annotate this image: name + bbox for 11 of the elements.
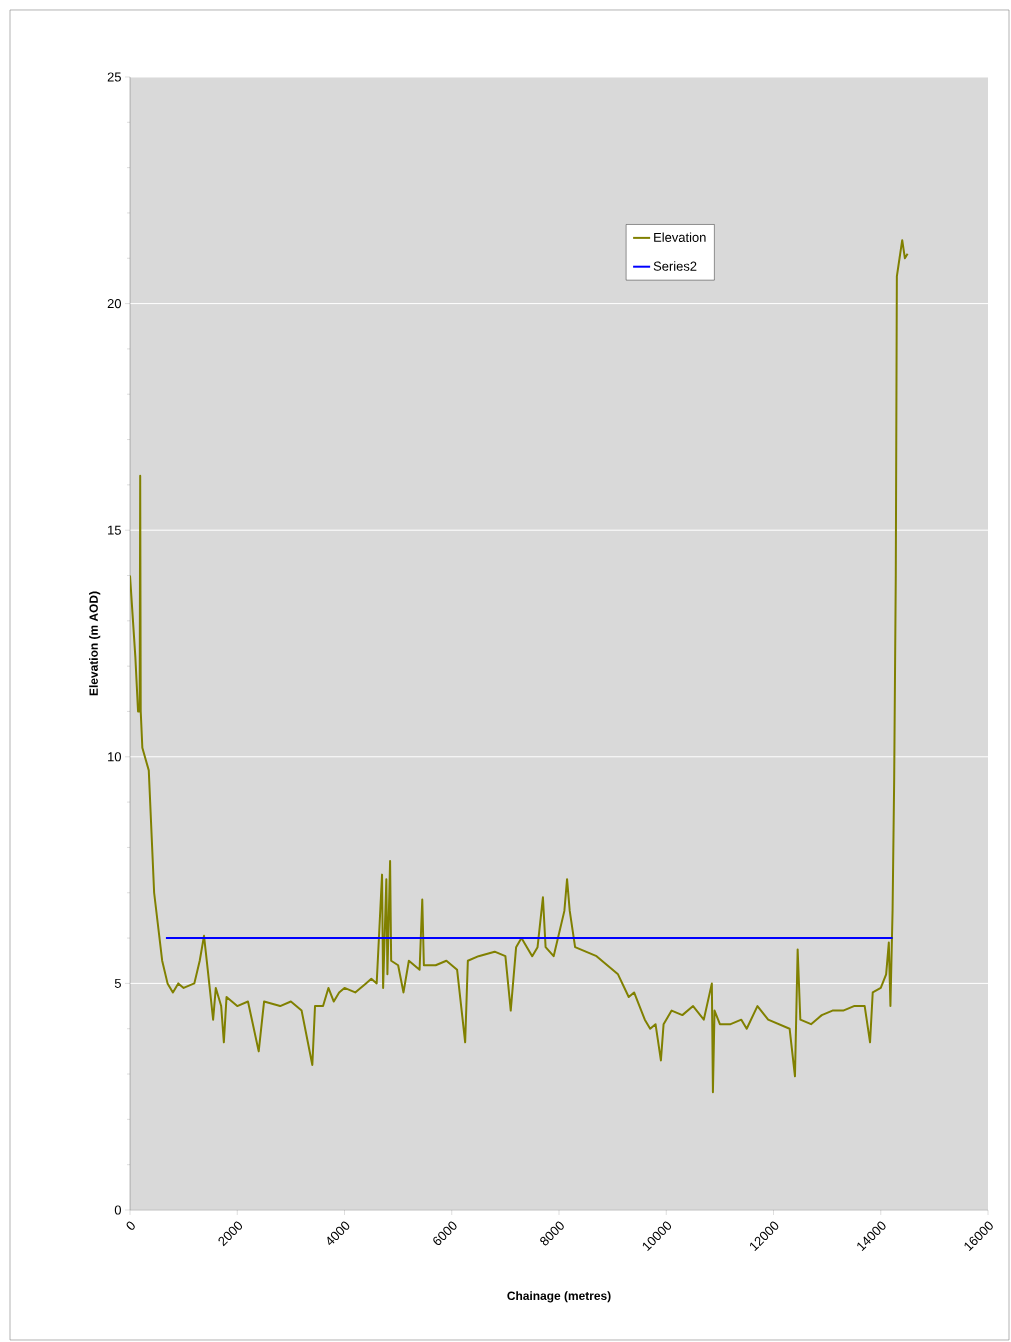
y-tick-label: 20 xyxy=(107,299,121,309)
legend-label: Elevation xyxy=(654,232,706,242)
x-axis-title: Chainage (metres) xyxy=(507,1291,611,1303)
y-tick-label: 5 xyxy=(114,978,121,988)
y-tick-label: 15 xyxy=(108,525,121,535)
y-tick-label: 25 xyxy=(107,72,121,82)
y-axis-title: Elevation (m AOD) xyxy=(89,591,101,696)
legend-label: Series2 xyxy=(653,261,697,271)
y-tick-label: 10 xyxy=(108,752,121,762)
y-tick-label: 0 xyxy=(114,1205,121,1215)
x-tick-label: 0 xyxy=(126,1221,135,1230)
